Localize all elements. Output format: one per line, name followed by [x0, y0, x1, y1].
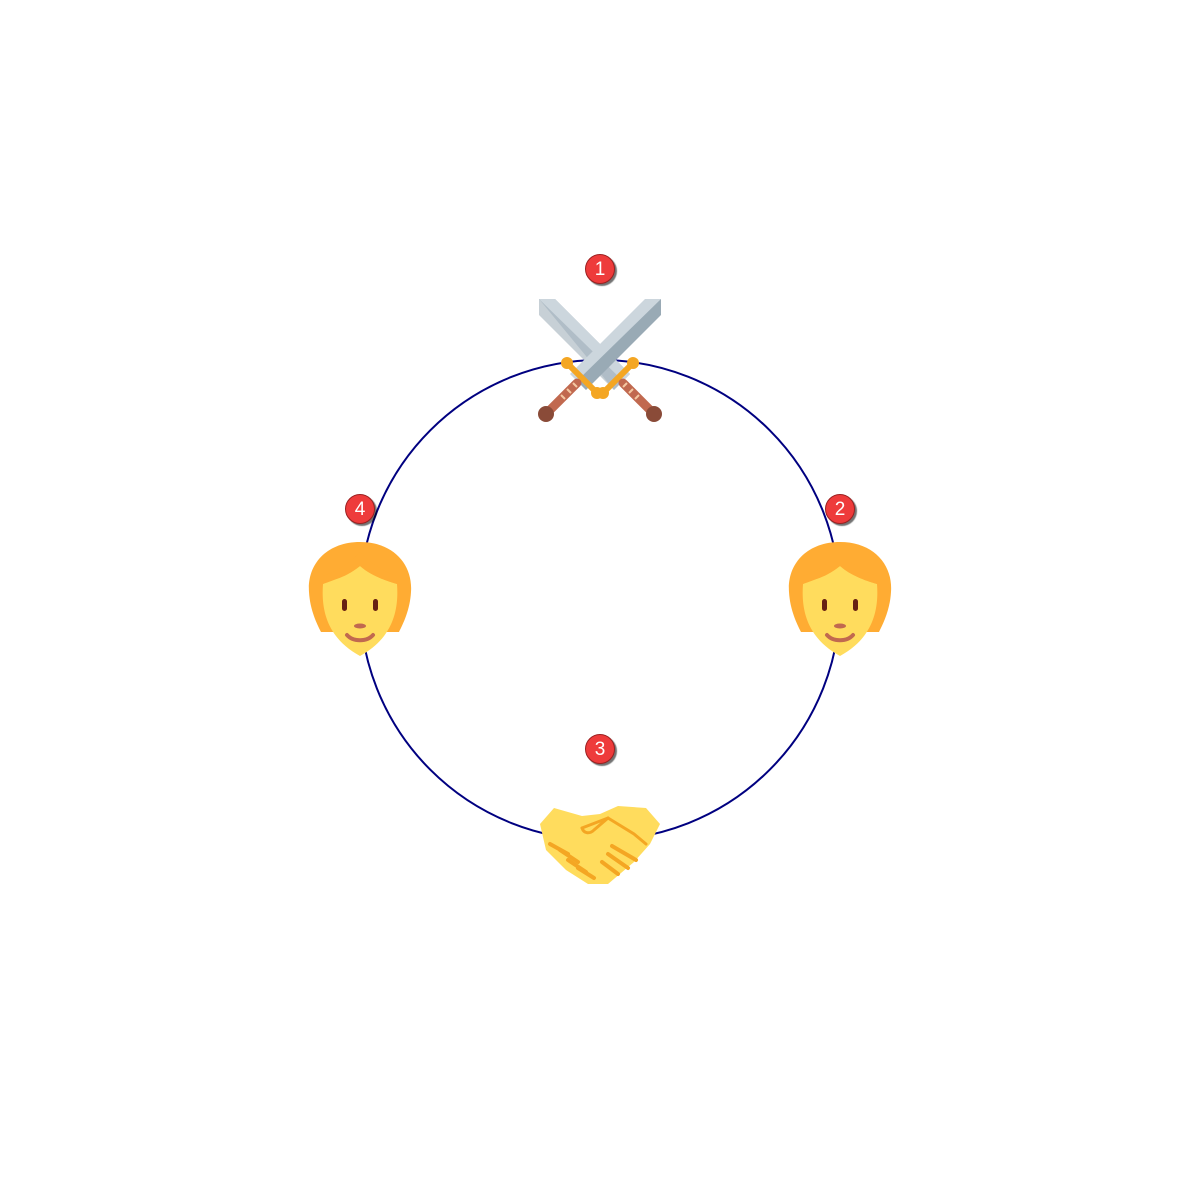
- step-badge-4: 4: [345, 494, 375, 524]
- ring-circle: [359, 359, 841, 841]
- step-badge-2: 2: [825, 494, 855, 524]
- step-badge-3: 3: [585, 734, 615, 764]
- step-badge-1: 1: [585, 254, 615, 284]
- person-icon: [788, 542, 892, 656]
- handshake-icon: [540, 806, 660, 884]
- crossed-swords-icon: [538, 299, 662, 422]
- person-icon: [308, 542, 412, 656]
